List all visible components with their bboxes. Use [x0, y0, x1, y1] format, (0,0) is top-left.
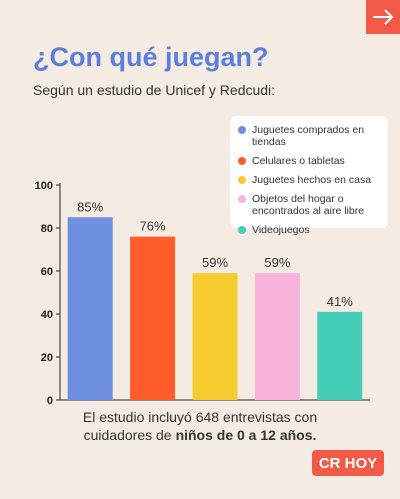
value-label: 76%	[140, 219, 166, 234]
legend-swatch	[238, 126, 246, 134]
footnote: El estudio incluyó 648 entrevistas con	[83, 409, 317, 425]
value-label: 59%	[264, 255, 290, 270]
legend-label: Juguetes hechos en casa	[252, 174, 372, 186]
legend-label: Videojuegos	[252, 224, 310, 236]
y-tick-label: 60	[41, 266, 53, 278]
legend: Juguetes comprados en tiendas Celulares o…	[230, 116, 388, 236]
legend-item: Juguetes comprados en tiendas	[238, 124, 380, 148]
bar	[192, 273, 238, 400]
legend-swatch	[238, 226, 246, 234]
value-label: 85%	[77, 199, 103, 214]
subtitle: Según un estudio de Unicef y Redcudi:	[33, 82, 275, 98]
legend-label: Juguetes comprados en tiendas	[252, 124, 365, 148]
value-label: 41%	[327, 294, 353, 309]
legend-item: Videojuegos	[238, 224, 380, 236]
legend-item: Objetos del hogar o encontrados al aire …	[238, 193, 380, 217]
y-tick-label: 100	[35, 180, 53, 192]
legend-swatch	[238, 176, 246, 184]
legend-label: Objetos del hogar o encontrados al aire …	[252, 193, 365, 217]
footnote-bold: niños de 0 a 12 años.	[176, 427, 317, 443]
footnote-text: cuidadores de	[84, 427, 172, 443]
legend-swatch	[238, 195, 246, 203]
legend-label: Celulares o tabletas	[252, 155, 345, 167]
y-tick-label: 20	[41, 352, 53, 364]
y-tick-label: 40	[41, 309, 53, 321]
legend-item: Celulares o tabletas	[238, 155, 380, 167]
value-label: 59%	[202, 255, 228, 270]
bar	[254, 273, 300, 400]
legend-item: Juguetes hechos en casa	[238, 174, 380, 186]
bar	[67, 217, 113, 400]
y-tick-label: 80	[41, 223, 53, 235]
bar	[317, 311, 363, 400]
footnote: cuidadores de niños de 0 a 12 años.	[84, 427, 317, 443]
arrow-icon	[373, 9, 394, 25]
bar	[130, 236, 176, 400]
legend-swatch	[238, 157, 246, 165]
logo: CR HOY	[319, 455, 377, 472]
title: ¿Con qué juegan?	[33, 42, 269, 72]
y-tick-label: 0	[47, 395, 53, 407]
logo-box	[312, 450, 384, 476]
